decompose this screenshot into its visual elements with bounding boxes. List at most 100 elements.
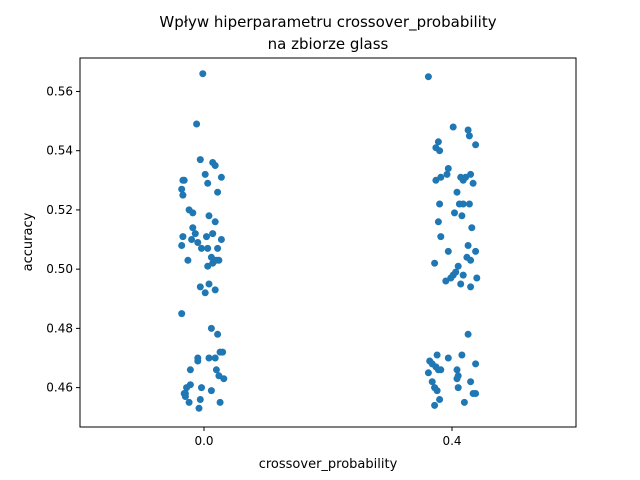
data-point-0.0-12	[214, 188, 222, 196]
data-point-0.0-49	[212, 366, 220, 374]
data-point-0.0-59	[181, 393, 189, 400]
y-tick-label: 0.56	[46, 84, 73, 98]
data-point-0.4-15	[459, 176, 467, 184]
data-point-0.4-65	[460, 398, 468, 406]
data-point-0.4-23	[458, 212, 466, 220]
data-point-0.0-17	[189, 224, 197, 232]
data-point-0.4-18	[436, 200, 444, 208]
y-axis-label: accuracy	[21, 212, 36, 271]
data-point-0.0-54	[186, 381, 194, 389]
data-point-0.0-42	[214, 330, 222, 338]
data-point-0.4-0	[424, 73, 432, 81]
data-point-0.0-52	[220, 375, 228, 383]
data-point-0.0-30	[184, 256, 192, 264]
data-point-0.4-31	[467, 256, 475, 264]
plot-area-frame	[79, 57, 577, 428]
data-point-0.0-3	[201, 170, 209, 178]
data-point-0.4-4	[434, 138, 442, 146]
data-point-0.4-27	[464, 242, 472, 249]
data-point-0.4-60	[433, 387, 441, 395]
data-point-0.4-64	[431, 401, 439, 409]
data-point-0.0-61	[196, 396, 204, 403]
data-point-0.0-0	[199, 70, 207, 78]
data-point-0.4-51	[424, 369, 432, 377]
data-point-0.4-55	[453, 375, 461, 383]
data-point-0.4-12	[467, 170, 475, 178]
data-point-0.0-35	[204, 262, 212, 270]
data-point-0.4-2	[464, 126, 472, 134]
data-point-0.0-60	[185, 398, 193, 406]
data-point-0.0-46	[194, 357, 202, 365]
x-axis-label: crossover_probability	[259, 457, 398, 472]
data-point-0.4-58	[454, 384, 462, 392]
data-point-0.4-38	[447, 274, 455, 282]
data-point-0.4-56	[467, 378, 475, 386]
data-point-0.0-38	[201, 289, 209, 297]
data-point-0.4-16	[469, 179, 477, 187]
data-point-0.0-9	[217, 173, 225, 181]
data-point-0.4-45	[458, 351, 466, 359]
data-point-0.0-7	[179, 176, 187, 184]
data-point-0.4-7	[436, 147, 444, 155]
data-point-0.0-26	[198, 244, 205, 252]
data-point-0.4-9	[443, 170, 451, 178]
y-tick-label: 0.54	[46, 144, 73, 158]
x-tick-label: 0.0	[194, 434, 213, 448]
data-point-0.0-44	[219, 348, 227, 356]
data-point-0.4-29	[472, 247, 480, 255]
data-point-0.4-41	[467, 283, 475, 291]
chart-title-line-1: Wpływ hiperparametru crossover_probabili…	[159, 13, 496, 32]
data-point-0.4-48	[472, 360, 480, 368]
data-point-0.4-25	[468, 224, 476, 232]
data-point-0.0-27	[204, 244, 212, 252]
data-point-0.0-23	[217, 236, 225, 243]
data-point-0.4-20	[459, 200, 467, 208]
data-point-0.4-39	[473, 274, 481, 282]
data-point-0.4-17	[453, 188, 461, 196]
data-point-0.4-53	[453, 366, 461, 374]
y-tick-label: 0.52	[46, 203, 73, 217]
data-point-0.4-32	[431, 259, 439, 267]
data-point-0.4-24	[434, 218, 442, 226]
data-point-0.0-19	[179, 233, 187, 241]
data-point-0.4-36	[459, 271, 467, 279]
data-point-0.0-18	[191, 230, 199, 238]
data-point-0.4-28	[444, 247, 452, 255]
data-point-0.0-58	[207, 387, 215, 395]
chart-title-line-2: na zbiorze glass	[268, 35, 389, 53]
data-point-0.0-47	[205, 354, 213, 362]
data-point-0.0-36	[205, 280, 213, 288]
data-point-0.4-21	[465, 200, 473, 208]
data-point-0.0-2	[196, 156, 204, 164]
data-point-0.0-11	[179, 191, 187, 199]
x-axis-ticks: 0.0 0.4	[194, 427, 462, 448]
data-point-0.0-24	[178, 242, 186, 249]
data-point-0.0-34	[215, 256, 223, 264]
data-point-0.0-63	[195, 404, 203, 412]
data-point-0.4-33	[454, 262, 462, 270]
y-tick-label: 0.48	[46, 321, 73, 335]
data-points	[178, 70, 481, 412]
data-point-0.4-40	[457, 280, 465, 288]
data-point-0.4-1	[449, 123, 457, 131]
y-tick-label: 0.46	[46, 381, 73, 395]
x-tick-label: 0.4	[442, 434, 461, 448]
data-point-0.4-57	[428, 378, 436, 386]
data-point-0.4-42	[464, 330, 472, 338]
data-point-0.0-5	[211, 162, 219, 169]
data-point-0.4-5	[472, 141, 480, 149]
data-point-0.0-41	[207, 324, 215, 332]
data-point-0.4-44	[444, 354, 452, 362]
data-point-0.0-14	[189, 209, 197, 217]
data-point-0.4-3	[465, 132, 473, 140]
data-point-0.4-63	[436, 396, 444, 403]
data-point-0.0-40	[178, 310, 186, 318]
y-tick-label: 0.50	[46, 262, 73, 276]
data-point-0.4-52	[434, 366, 442, 374]
data-point-0.0-37	[196, 283, 204, 291]
data-point-0.0-62	[216, 398, 224, 406]
y-axis-ticks: 0.46 0.48 0.50 0.52 0.54 0.56	[46, 84, 80, 395]
data-point-0.4-14	[437, 173, 445, 181]
